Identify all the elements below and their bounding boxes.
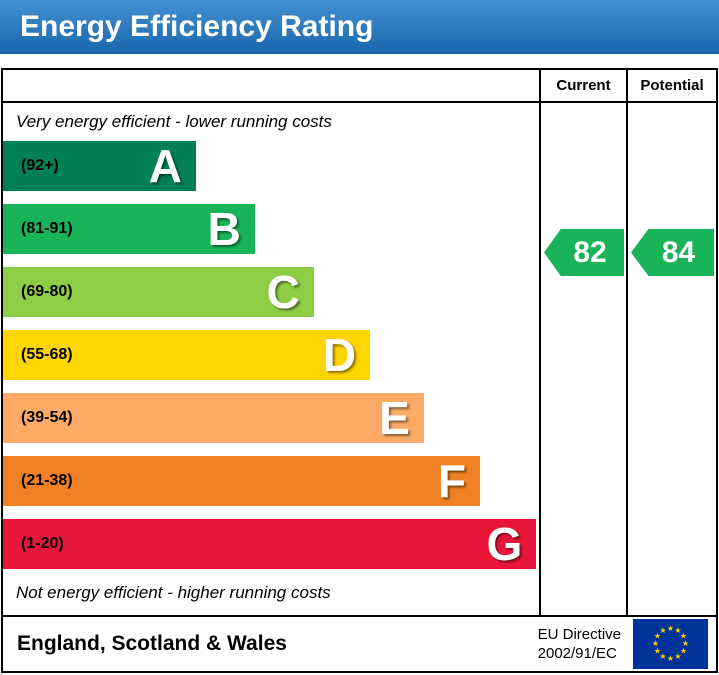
current-column-header: Current	[539, 70, 626, 101]
band-b-range: (81-91)	[21, 220, 73, 237]
band-f: (21-38) F	[3, 455, 481, 507]
svg-text:★: ★	[667, 654, 674, 663]
svg-text:★: ★	[682, 639, 689, 648]
eu-flag-icon: ★ ★ ★ ★ ★ ★ ★ ★ ★ ★ ★ ★	[633, 619, 708, 669]
band-a: (92+) A	[3, 141, 196, 191]
chart-body: Very energy efficient - lower running co…	[3, 103, 716, 615]
potential-rating-value: 84	[661, 235, 696, 269]
band-e-letter: E	[379, 392, 410, 444]
current-rating-value: 82	[573, 235, 607, 269]
band-a-range: (92+)	[21, 157, 59, 174]
band-a-letter: A	[148, 140, 182, 192]
band-c-range: (69-80)	[21, 283, 73, 300]
bottom-note: Not energy efficient - higher running co…	[16, 583, 331, 602]
svg-text:★: ★	[680, 647, 687, 656]
band-b: (81-91) B	[3, 204, 255, 254]
chart-header-row: Current Potential	[3, 70, 716, 103]
band-c-letter: C	[266, 266, 300, 318]
svg-text:★: ★	[667, 624, 674, 633]
band-d: (55-68) D	[3, 329, 371, 381]
potential-column-header: Potential	[626, 70, 716, 101]
band-f-letter: F	[437, 455, 467, 507]
svg-text:★: ★	[674, 652, 681, 661]
band-c: (69-80) C	[3, 267, 314, 317]
potential-rating-arrow: 84	[631, 229, 714, 276]
svg-text:★: ★	[652, 639, 659, 648]
band-e-range: (39-54)	[21, 409, 73, 426]
svg-text:★: ★	[659, 652, 666, 661]
footer-bar: England, Scotland & Wales EU Directive 2…	[3, 615, 716, 671]
band-g-range: (1-20)	[21, 535, 64, 552]
footer-right: EU Directive 2002/91/EC ★ ★ ★ ★ ★ ★ ★ ★ …	[538, 619, 708, 669]
svg-text:★: ★	[659, 626, 666, 635]
top-note: Very energy efficient - lower running co…	[16, 112, 332, 131]
band-d-range: (55-68)	[21, 346, 73, 363]
band-e: (39-54) E	[3, 393, 424, 443]
band-f-range: (21-38)	[21, 472, 73, 489]
header-spacer	[3, 70, 539, 101]
svg-text:★: ★	[674, 626, 681, 635]
current-column: 82	[539, 103, 626, 615]
epc-chart: Current Potential Very energy efficient …	[1, 68, 718, 673]
band-g-letter: G	[486, 518, 523, 570]
bands-area: Very energy efficient - lower running co…	[3, 103, 539, 615]
page-title: Energy Efficiency Rating	[0, 0, 719, 54]
footer-region-label: England, Scotland & Wales	[17, 632, 287, 655]
eu-directive-label: EU Directive 2002/91/EC	[537, 625, 621, 663]
band-g: (1-20) G	[3, 518, 537, 570]
potential-column: 84	[626, 103, 716, 615]
band-b-letter: B	[207, 203, 241, 255]
current-rating-arrow: 82	[544, 229, 624, 276]
svg-text:★: ★	[680, 632, 687, 641]
svg-text:★: ★	[654, 647, 661, 656]
svg-text:★: ★	[654, 632, 661, 641]
band-d-letter: D	[322, 329, 357, 381]
